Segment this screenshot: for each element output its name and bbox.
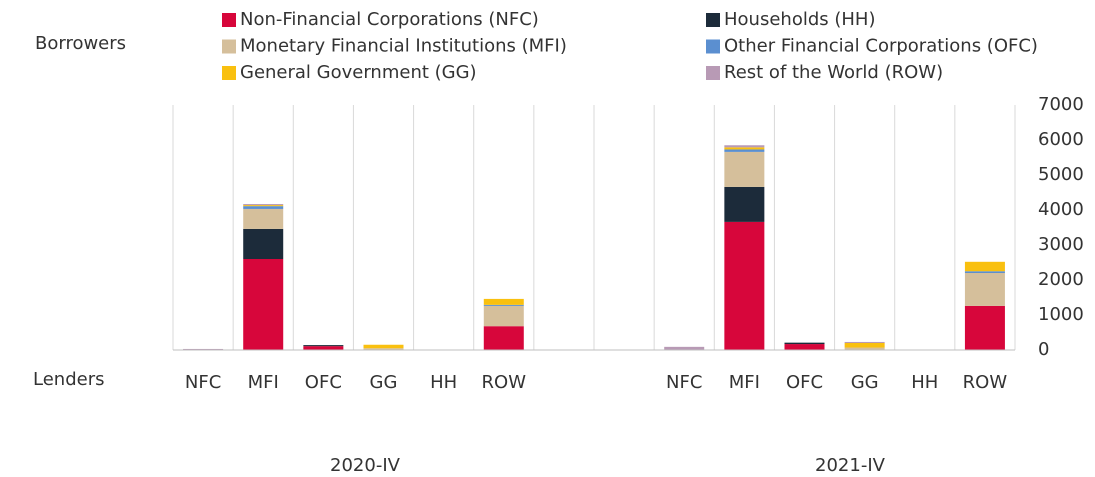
x-tick-label: ROW bbox=[482, 372, 527, 393]
bar-segment bbox=[243, 228, 284, 259]
legend-label: Monetary Financial Institutions (MFI) bbox=[240, 36, 567, 57]
x-tick-label: OFC bbox=[305, 372, 342, 393]
y-tick-label: 7000 bbox=[1038, 94, 1084, 115]
x-tick-label: OFC bbox=[786, 372, 823, 393]
bar-segment bbox=[183, 348, 224, 350]
x-tick-label: GG bbox=[370, 372, 398, 393]
bar-segment bbox=[303, 346, 344, 350]
group-label: 2021-IV bbox=[815, 455, 886, 476]
y-tick-label: 0 bbox=[1038, 339, 1049, 360]
bar-segment bbox=[483, 298, 524, 305]
bar-segment bbox=[243, 259, 284, 350]
legend-swatch bbox=[706, 66, 720, 80]
bar-segment bbox=[243, 205, 284, 207]
bar-segment bbox=[964, 273, 1005, 306]
bar-segment bbox=[724, 221, 765, 350]
lenders-label: Lenders bbox=[33, 369, 104, 390]
group-label: 2020-IV bbox=[330, 455, 401, 476]
y-tick-label: 6000 bbox=[1038, 129, 1084, 150]
bar-segment bbox=[724, 186, 765, 222]
y-tick-label: 3000 bbox=[1038, 234, 1084, 255]
bar-segment bbox=[303, 345, 344, 347]
bar-segment bbox=[243, 208, 284, 229]
legend-swatch bbox=[706, 39, 720, 54]
bar-segment bbox=[844, 341, 885, 343]
legend-swatch bbox=[222, 13, 236, 27]
bar-segment bbox=[844, 347, 885, 350]
y-tick-label: 1000 bbox=[1038, 304, 1084, 325]
bar-segment bbox=[724, 149, 765, 152]
bar-segment bbox=[964, 261, 1005, 272]
legend-label: Non-Financial Corporations (NFC) bbox=[240, 9, 539, 30]
y-tick-label: 2000 bbox=[1038, 269, 1084, 290]
bar-segment bbox=[964, 271, 1005, 273]
x-tick-label: GG bbox=[851, 372, 879, 393]
bar-segment bbox=[483, 305, 524, 327]
bar-segment bbox=[844, 343, 885, 348]
bar-segment bbox=[724, 145, 765, 148]
bar-segment bbox=[363, 344, 404, 349]
legend-label: Rest of the World (ROW) bbox=[724, 62, 943, 83]
legend-label: Other Financial Corporations (OFC) bbox=[724, 36, 1038, 57]
bar-segment bbox=[664, 346, 705, 350]
legend-swatch bbox=[222, 39, 236, 54]
legend-swatch bbox=[706, 13, 720, 27]
bar-segment bbox=[243, 204, 284, 206]
bar-segment bbox=[784, 344, 825, 350]
bar-segment bbox=[363, 348, 404, 350]
legend-swatch bbox=[222, 66, 236, 80]
bar-segment bbox=[784, 342, 825, 345]
bar-segment bbox=[483, 326, 524, 350]
x-tick-label: ROW bbox=[963, 372, 1008, 393]
x-tick-label: NFC bbox=[666, 372, 702, 393]
y-tick-label: 5000 bbox=[1038, 164, 1084, 185]
x-tick-label: MFI bbox=[729, 372, 760, 393]
bar-segment bbox=[724, 147, 765, 150]
bar-segment bbox=[483, 304, 524, 306]
x-tick-label: HH bbox=[430, 372, 457, 393]
legend-label: Households (HH) bbox=[724, 9, 875, 30]
x-tick-label: NFC bbox=[185, 372, 221, 393]
y-tick-label: 4000 bbox=[1038, 199, 1084, 220]
bar-segment bbox=[243, 206, 284, 209]
bar-segment bbox=[724, 151, 765, 187]
x-tick-label: HH bbox=[911, 372, 938, 393]
bar-segment bbox=[964, 305, 1005, 350]
legend-label: General Government (GG) bbox=[240, 62, 477, 83]
x-tick-label: MFI bbox=[248, 372, 279, 393]
borrowers-label: Borrowers bbox=[35, 33, 126, 54]
